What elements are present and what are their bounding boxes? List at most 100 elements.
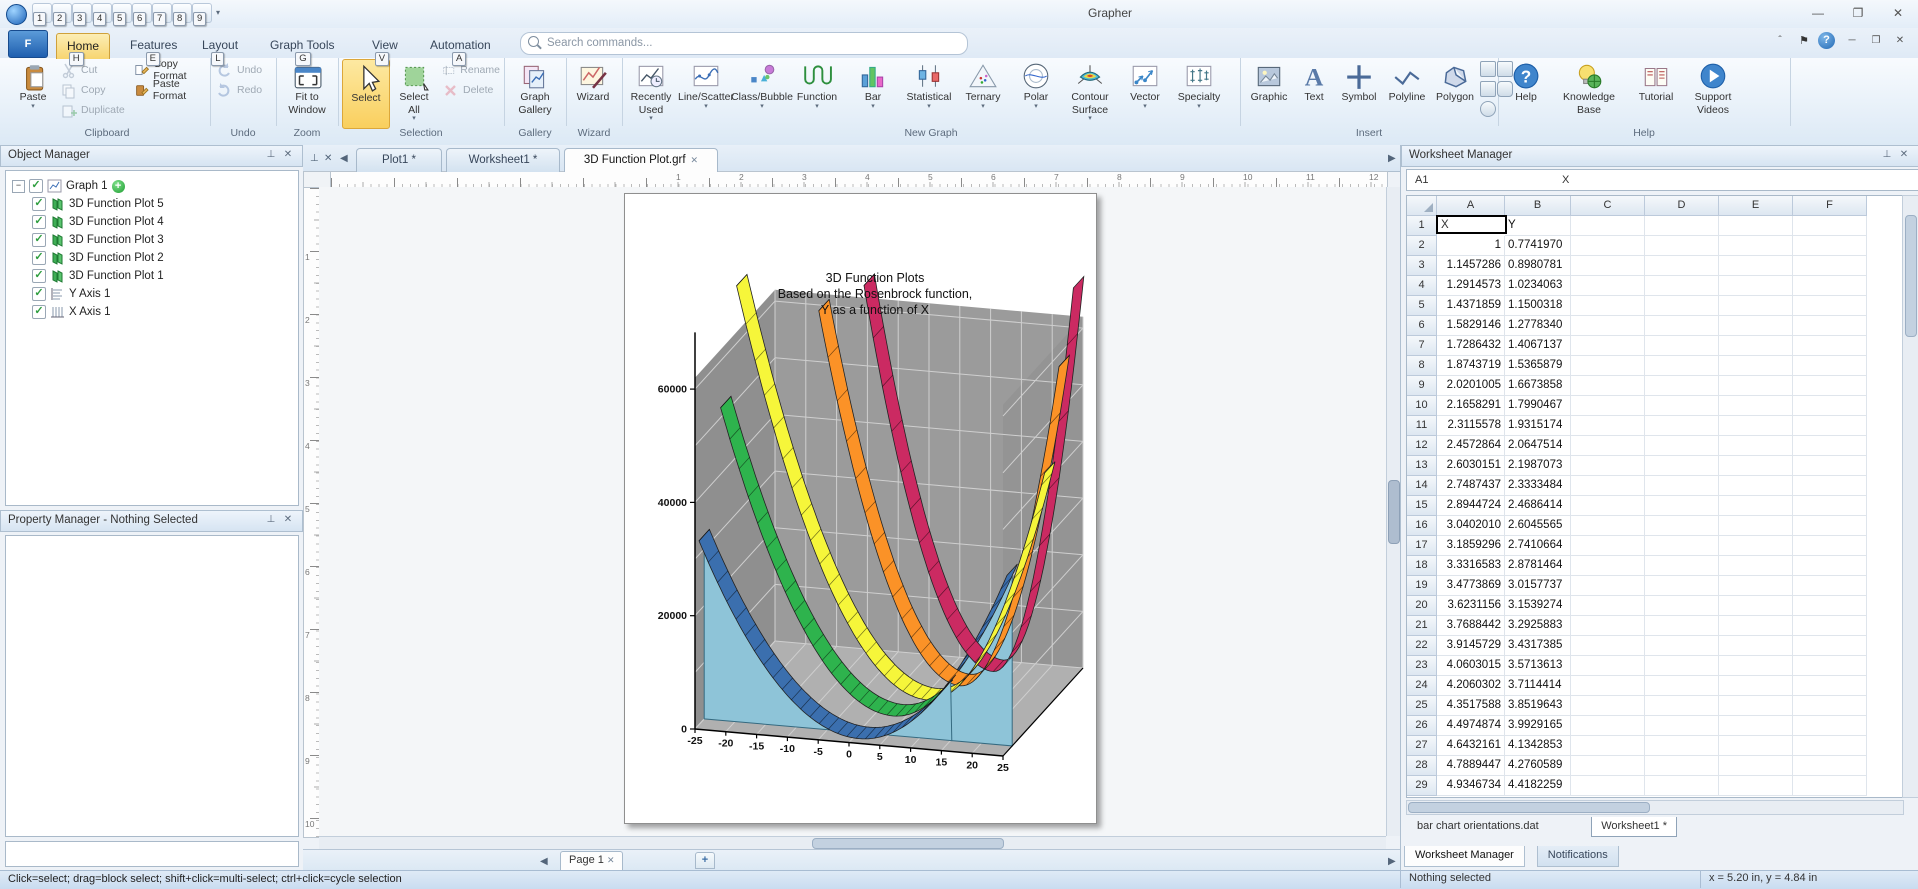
cell-A14[interactable]: 2.7487437 [1437, 476, 1505, 496]
cell-F11[interactable] [1793, 416, 1867, 436]
bar-button[interactable]: Bar ▾ [844, 59, 902, 127]
cell-C4[interactable] [1571, 276, 1645, 296]
cell-B13[interactable]: 2.1987073 [1505, 456, 1571, 476]
cell-D11[interactable] [1645, 416, 1719, 436]
cell-F21[interactable] [1793, 616, 1867, 636]
copy-format-button[interactable]: Copy Format [134, 58, 208, 82]
cell-F5[interactable] [1793, 296, 1867, 316]
cell-A17[interactable]: 3.1859296 [1437, 536, 1505, 556]
cell-C7[interactable] [1571, 336, 1645, 356]
cell-A6[interactable]: 1.5829146 [1437, 316, 1505, 336]
row-header-21[interactable]: 21 [1407, 616, 1437, 636]
cell-F6[interactable] [1793, 316, 1867, 336]
cell-C6[interactable] [1571, 316, 1645, 336]
cell-E2[interactable] [1719, 236, 1793, 256]
cell-A15[interactable]: 2.8944724 [1437, 496, 1505, 516]
object-manager-header[interactable]: Object Manager ⊥ ✕ [0, 145, 303, 167]
help-button[interactable]: ? Help [1504, 59, 1548, 127]
3d-function-chart[interactable]: -25 -20 -15 -10 -5 0 5 10 15 20 25 0 20000 40000 60000… [625, 194, 1096, 823]
cell-C22[interactable] [1571, 636, 1645, 656]
cell-D26[interactable] [1645, 716, 1719, 736]
cell-F25[interactable] [1793, 696, 1867, 716]
row-header-20[interactable]: 20 [1407, 596, 1437, 616]
select-all-button[interactable]: Select All ▾ [390, 59, 438, 127]
row-header-6[interactable]: 6 [1407, 316, 1437, 336]
qat-more-icon[interactable]: ▾ [216, 8, 221, 17]
cell-D24[interactable] [1645, 676, 1719, 696]
minimize-window-button[interactable]: — [1812, 6, 1824, 20]
doc-tab-plot1-[interactable]: Plot1 * [356, 148, 442, 172]
undo-button[interactable]: Undo [216, 61, 270, 79]
cell-C11[interactable] [1571, 416, 1645, 436]
shape-ellipse-button[interactable] [1480, 101, 1496, 117]
cell-E29[interactable] [1719, 776, 1793, 796]
row-header-4[interactable]: 4 [1407, 276, 1437, 296]
visibility-checkbox[interactable]: ✓ [32, 305, 46, 319]
visibility-checkbox[interactable]: ✓ [32, 215, 46, 229]
horizontal-ruler[interactable] [330, 171, 1388, 189]
cell-B28[interactable]: 4.2760589 [1505, 756, 1571, 776]
cell-F17[interactable] [1793, 536, 1867, 556]
cell-E11[interactable] [1719, 416, 1793, 436]
row-header-15[interactable]: 15 [1407, 496, 1437, 516]
cell-F24[interactable] [1793, 676, 1867, 696]
close-page-icon[interactable]: ✕ [606, 855, 615, 865]
cell-D8[interactable] [1645, 356, 1719, 376]
cell-D2[interactable] [1645, 236, 1719, 256]
paste-format-button[interactable]: Paste Format [134, 78, 208, 102]
worksheet-horizontal-scrollbar-thumb[interactable] [1408, 802, 1650, 813]
cell-D21[interactable] [1645, 616, 1719, 636]
cell-B27[interactable]: 4.1342853 [1505, 736, 1571, 756]
fit-to-window-button[interactable]: Fit to Window [281, 59, 333, 127]
cell-E1[interactable] [1719, 216, 1793, 236]
row-header-12[interactable]: 12 [1407, 436, 1437, 456]
cell-E14[interactable] [1719, 476, 1793, 496]
cell-D22[interactable] [1645, 636, 1719, 656]
cell-E23[interactable] [1719, 656, 1793, 676]
cell-F1[interactable] [1793, 216, 1867, 236]
row-header-16[interactable]: 16 [1407, 516, 1437, 536]
cell-B20[interactable]: 3.1539274 [1505, 596, 1571, 616]
tree-item-3d-function-plot-2[interactable]: ✓ 3D Function Plot 2 [32, 249, 164, 267]
support-videos-button[interactable]: Support Videos [1684, 59, 1742, 127]
cell-D19[interactable] [1645, 576, 1719, 596]
tree-item-3d-function-plot-3[interactable]: ✓ 3D Function Plot 3 [32, 231, 164, 249]
cell-A26[interactable]: 4.4974874 [1437, 716, 1505, 736]
row-header-10[interactable]: 10 [1407, 396, 1437, 416]
cell-D13[interactable] [1645, 456, 1719, 476]
cell-B12[interactable]: 2.0647514 [1505, 436, 1571, 456]
cell-D18[interactable] [1645, 556, 1719, 576]
pin-icon[interactable]: ⊥ [310, 153, 319, 164]
cell-C12[interactable] [1571, 436, 1645, 456]
cell-A23[interactable]: 4.0603015 [1437, 656, 1505, 676]
cell-F15[interactable] [1793, 496, 1867, 516]
recently-used-button[interactable]: Recently Used ▾ [624, 59, 678, 127]
polar-button[interactable]: Polar ▾ [1010, 59, 1062, 127]
shape-round-rect-button[interactable] [1497, 81, 1513, 97]
cell-C13[interactable] [1571, 456, 1645, 476]
close-panel-icon[interactable]: ✕ [1899, 149, 1909, 160]
cell-C28[interactable] [1571, 756, 1645, 776]
cell-C27[interactable] [1571, 736, 1645, 756]
cell-A22[interactable]: 3.9145729 [1437, 636, 1505, 656]
cell-A25[interactable]: 4.3517588 [1437, 696, 1505, 716]
shape-curve-button[interactable] [1480, 61, 1496, 77]
cell-F23[interactable] [1793, 656, 1867, 676]
tab-scroll-right-icon[interactable]: ▶ [1388, 153, 1396, 164]
cell-F26[interactable] [1793, 716, 1867, 736]
doc-tab-worksheet1-[interactable]: Worksheet1 * [446, 148, 560, 172]
add-plot-icon[interactable]: + [111, 179, 125, 193]
column-header-A[interactable]: A [1437, 196, 1505, 216]
cell-C20[interactable] [1571, 596, 1645, 616]
cell-A8[interactable]: 1.8743719 [1437, 356, 1505, 376]
cell-A11[interactable]: 2.3115578 [1437, 416, 1505, 436]
cell-B2[interactable]: 0.7741970 [1505, 236, 1571, 256]
property-manager-header[interactable]: Property Manager - Nothing Selected ⊥ ✕ [0, 510, 303, 532]
cell-B25[interactable]: 3.8519643 [1505, 696, 1571, 716]
class-bubble-button[interactable]: Class/Bubble ▾ [731, 59, 793, 127]
row-header-18[interactable]: 18 [1407, 556, 1437, 576]
page-tab[interactable]: Page 1 ✕ [560, 851, 624, 870]
cell-B17[interactable]: 2.7410664 [1505, 536, 1571, 556]
contour-surface-button[interactable]: Contour Surface ▾ [1062, 59, 1118, 127]
cell-F18[interactable] [1793, 556, 1867, 576]
